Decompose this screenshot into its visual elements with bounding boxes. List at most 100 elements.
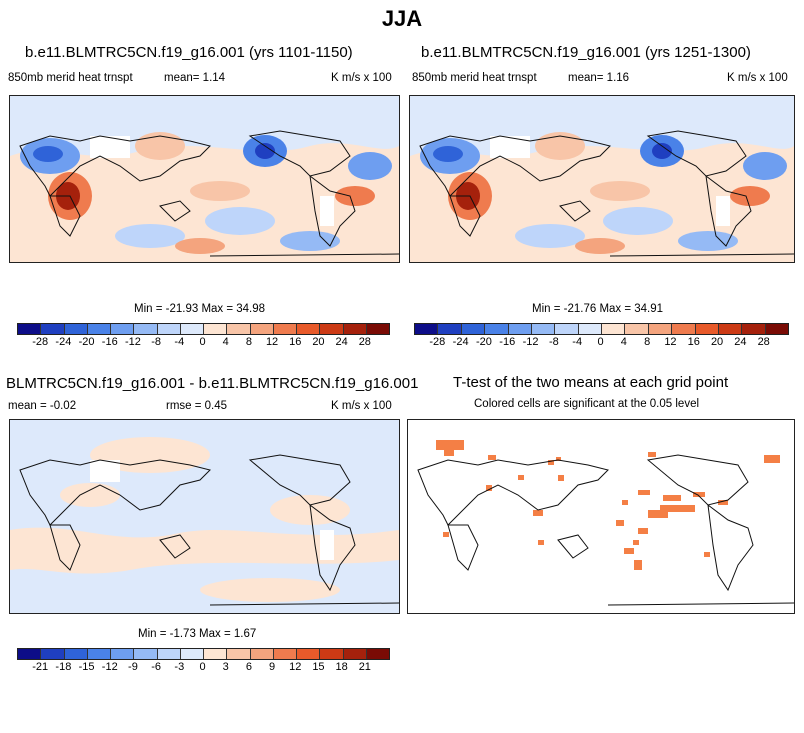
panel1-left-label: 850mb merid heat trnspt [8,72,133,84]
colorbar-swatch [204,324,228,334]
colorbar-swatch [485,324,509,334]
colorbar-tick-label: 20 [312,336,325,348]
colorbar-swatch [273,324,297,334]
colorbar-swatch [531,324,556,334]
colorbar-tick-label: 15 [312,661,325,673]
colorbar-swatch [625,324,649,334]
panel1-units: K m/s x 100 [331,72,392,84]
colorbar-tick-label: -20 [78,336,95,348]
colorbar-swatch [87,649,111,659]
figure-title: JJA [381,6,423,31]
colorbar-tick-label: -8 [151,336,162,348]
colorbar-tick-label: 28 [358,336,371,348]
colorbar-swatch [227,649,251,659]
panel2-left-label: 850mb merid heat trnspt [412,72,537,84]
colorbar-swatch [227,324,251,334]
colorbar-tick-label: 6 [245,661,252,673]
panel3-units: K m/s x 100 [331,400,392,412]
colorbar-swatch [366,649,389,659]
colorbar-tick-label: -4 [572,336,583,348]
colorbar-swatch [111,324,135,334]
colorbar-swatch [64,649,88,659]
panel1-map [9,95,400,263]
colorbar-swatch [742,324,766,334]
colorbar-tick-label: -15 [78,661,95,673]
panel3-rmse: rmse = 0.45 [166,400,228,412]
colorbar-tick-label: 4 [620,336,627,348]
colorbar-swatch [18,324,42,334]
colorbar-tick-label: 9 [269,661,276,673]
colorbar-tick-label: -4 [174,336,185,348]
panel2-map [409,95,795,263]
colorbar-tick-label: 8 [644,336,651,348]
colorbar-swatch [438,324,462,334]
colorbar-swatch [250,324,274,334]
colorbar-swatch [204,649,228,659]
colorbar-swatch [461,324,486,334]
colorbar-tick-label: 8 [245,336,252,348]
colorbar-swatch [87,324,111,334]
colorbar-swatch [297,324,321,334]
panel2-minmax: Min = -21.76 Max = 34.91 [532,303,664,315]
panel2-colorbar-ticks: -28 -24 -20 -16 -12 -8 -4 0 4 8 12 16 20 24 28 [414,336,787,350]
colorbar-tick-label: -28 [429,336,446,348]
colorbar-swatch [111,649,135,659]
panel1-mean: mean= 1.14 [164,72,226,84]
panel1-minmax: Min = -21.93 Max = 34.98 [134,303,266,315]
colorbar-swatch [695,324,719,334]
colorbar-swatch [64,324,88,334]
colorbar-tick-label: 0 [199,336,206,348]
colorbar-swatch [672,324,696,334]
colorbar-tick-label: 20 [710,336,724,348]
panel3-map [9,419,400,614]
panel4-title: T-test of the two means at each grid poi… [453,374,729,391]
colorbar-swatch [180,649,204,659]
colorbar-swatch [18,649,42,659]
colorbar-tick-label: -12 [522,336,539,348]
colorbar-tick-label: 24 [734,336,747,348]
colorbar-swatch [41,324,65,334]
panel1-colorbar [17,323,390,335]
colorbar-swatch [765,324,788,334]
colorbar-tick-label: 0 [199,661,206,673]
panel2-mean: mean= 1.16 [568,72,630,84]
panel3-colorbar [17,648,390,660]
colorbar-swatch [157,324,181,334]
colorbar-tick-label: 28 [757,336,770,348]
colorbar-swatch [555,324,579,334]
colorbar-tick-label: -8 [548,336,559,348]
panel3-colorbar-ticks: -21 -18 -15 -12 -9 -6 -3 0 3 6 9 12 15 18 21 [17,661,388,675]
colorbar-tick-label: 3 [222,661,229,673]
colorbar-tick-label: -16 [499,336,516,348]
colorbar-tick-label: 21 [358,661,371,673]
colorbar-tick-label: -16 [101,336,118,348]
panel1-title: b.e11.BLMTRC5CN.f19_g16.001 (yrs 1101-11… [25,44,353,61]
colorbar-tick-label: 12 [265,336,279,348]
colorbar-tick-label: -24 [55,336,72,348]
colorbar-swatch [134,324,158,334]
colorbar-swatch [366,324,389,334]
colorbar-swatch [273,649,297,659]
colorbar-tick-label: -20 [475,336,492,348]
colorbar-tick-label: -18 [55,661,72,673]
colorbar-tick-label: 4 [222,336,229,348]
colorbar-swatch [320,324,344,334]
panel1-colorbar-ticks: -28 -24 -20 -16 -12 -8 -4 0 4 8 12 16 20 24 28 [17,336,388,350]
panel3-title: BLMTRC5CN.f19_g16.001 - b.e11.BLMTRC5CN.… [6,375,419,392]
colorbar-tick-label: -12 [124,336,141,348]
colorbar-swatch [250,649,274,659]
colorbar-swatch [718,324,743,334]
colorbar-swatch [180,324,204,334]
colorbar-tick-label: 0 [597,336,604,348]
colorbar-tick-label: 16 [687,336,700,348]
panel4-map [407,419,795,614]
colorbar-tick-label: 16 [289,336,302,348]
colorbar-swatch [343,324,367,334]
colorbar-tick-label: 12 [289,661,302,673]
panel2-title: b.e11.BLMTRC5CN.f19_g16.001 (yrs 1251-13… [421,44,751,61]
colorbar-swatch [648,324,673,334]
colorbar-tick-label: 12 [664,336,677,348]
colorbar-swatch [297,649,321,659]
colorbar-tick-label: 18 [335,661,348,673]
colorbar-tick-label: 24 [335,336,348,348]
